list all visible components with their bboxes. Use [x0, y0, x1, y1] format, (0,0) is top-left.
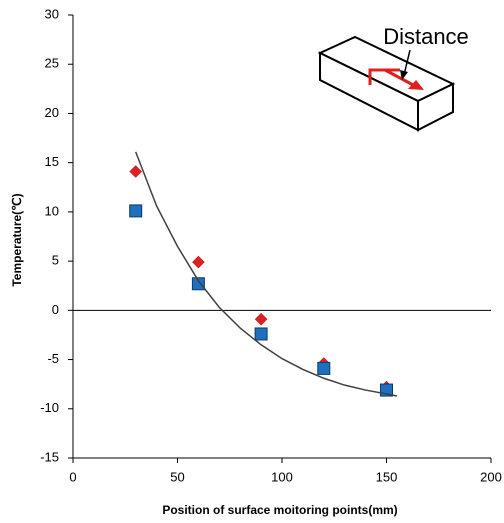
square-marker [254, 327, 268, 341]
diamond-marker [129, 165, 143, 178]
inset-diagram [317, 35, 456, 132]
y-tick-label: -15 [40, 449, 59, 464]
square-marker [129, 204, 143, 218]
y-tick-label: 30 [45, 6, 59, 21]
diamond-marker [192, 255, 205, 269]
x-tick-label: 50 [170, 469, 184, 484]
y-tick-label: -5 [47, 351, 59, 366]
y-tick-label: 5 [52, 253, 59, 268]
x-tick-label: 150 [376, 469, 398, 484]
x-axis-label: Position of surface moitoring points(mm) [162, 503, 397, 517]
square-marker [317, 361, 331, 375]
x-tick-label: 200 [480, 469, 502, 484]
y-tick-label: 0 [52, 302, 59, 317]
y-axis-label: Temperature(℃) [10, 193, 24, 286]
fit-curve [135, 151, 398, 397]
diamond-marker [254, 312, 268, 326]
square-marker [191, 277, 205, 291]
y-tick-label: 15 [45, 154, 59, 169]
annotation: Distance [383, 24, 469, 49]
y-tick-label: -10 [40, 400, 59, 415]
y-tick-label: 20 [45, 105, 59, 120]
y-tick-label: 25 [45, 56, 59, 71]
x-tick-label: 100 [271, 469, 293, 484]
x-tick-label: 0 [69, 469, 76, 484]
y-tick-label: 10 [45, 203, 59, 218]
